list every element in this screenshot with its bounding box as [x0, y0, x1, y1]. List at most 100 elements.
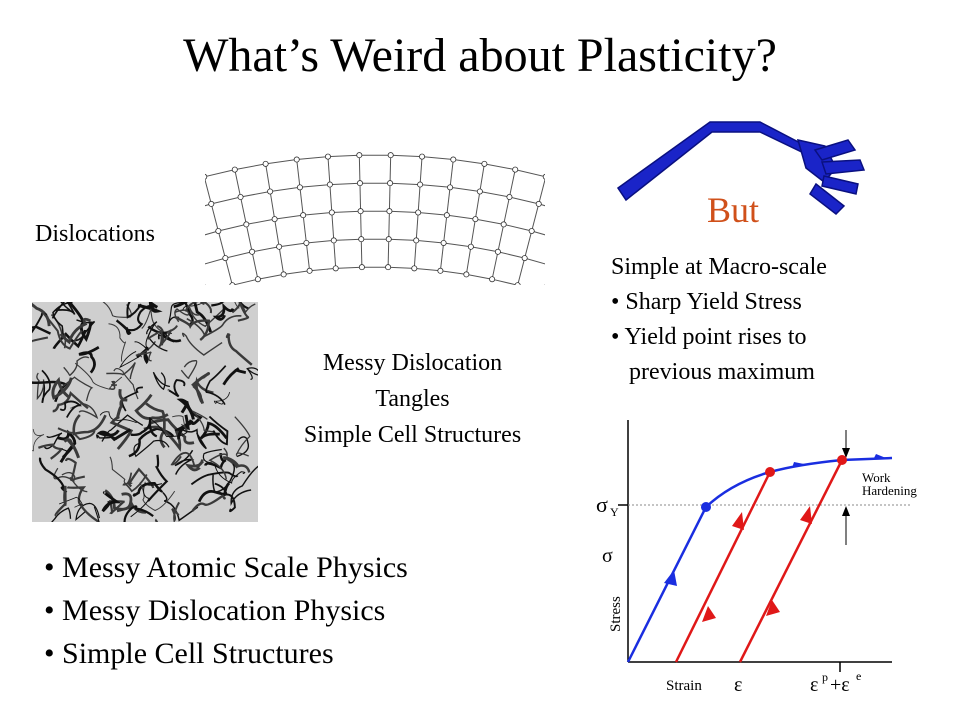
- lattice-atom: [358, 236, 365, 243]
- dislocation-line: [225, 332, 253, 366]
- dislocation-line: [122, 472, 148, 493]
- dislocation-line: [32, 429, 45, 452]
- dislocation-line: [182, 302, 205, 311]
- dislocation-line: [32, 325, 52, 335]
- unload-arrow-up-2: [800, 506, 812, 524]
- lattice-atom: [521, 255, 528, 262]
- lattice-atom: [296, 184, 303, 191]
- dislocation-line: [41, 369, 51, 403]
- tangles-line-3: Simple Cell Structures: [303, 422, 522, 448]
- dislocation-line: [109, 380, 117, 390]
- dislocation-line: [184, 459, 204, 472]
- lattice-atom: [326, 181, 333, 188]
- lattice-atom: [387, 152, 394, 159]
- dislocation-line: [113, 367, 139, 400]
- bent-fork-icon: [616, 121, 866, 215]
- dislocation-line: [102, 302, 132, 318]
- lattice-atom: [237, 194, 244, 201]
- dislocation-line: [246, 367, 258, 380]
- lattice-atom: [512, 166, 519, 173]
- dislocation-line: [222, 456, 251, 473]
- lattice-atom: [419, 153, 426, 160]
- dislocation-line: [148, 417, 189, 438]
- macro-scale-block: Simple at Macro-scale Sharp Yield Stress…: [611, 250, 827, 390]
- dislocation-tangle-micrograph: [32, 302, 258, 522]
- stress-strain-diagram: σ Y σ Stress Strain ε ε p +ε e Work Hard…: [596, 420, 917, 696]
- dislocation-line: [213, 392, 230, 405]
- sigma-label: σ: [602, 545, 613, 567]
- lattice-atom: [443, 212, 450, 219]
- tangles-line-2: Tangles: [375, 386, 450, 412]
- dislocation-line: [205, 365, 227, 406]
- dislocation-line: [106, 362, 136, 380]
- unload-arrow-down-1: [702, 606, 716, 622]
- micrograph-texture: [32, 302, 258, 522]
- lattice-row: [205, 210, 545, 236]
- lattice-atom: [417, 181, 424, 188]
- lattice-atom: [271, 216, 278, 223]
- lattice-atom: [463, 271, 470, 278]
- lattice-atom: [249, 248, 256, 255]
- dislocation-line: [238, 302, 256, 314]
- dislocation-line: [191, 494, 226, 512]
- dislocation-line: [133, 439, 170, 458]
- lattice-atom: [385, 264, 392, 271]
- dislocation-line: [181, 302, 194, 327]
- lattice-row: [205, 154, 545, 178]
- fork-shape: [616, 121, 866, 215]
- unload-arrow-down-2: [766, 600, 780, 616]
- lattice-atom: [262, 160, 269, 167]
- sigma-y-label: σ: [596, 492, 608, 517]
- dislocation-line: [40, 310, 83, 350]
- tangles-line-1: Messy Dislocation: [322, 350, 503, 376]
- lattice-atom: [535, 200, 542, 207]
- lattice-atom: [356, 180, 363, 187]
- tangles-caption: Messy Dislocation Tangles Simple Cell St…: [270, 345, 555, 453]
- dislocation-line: [59, 400, 83, 418]
- dislocation-line: [99, 411, 137, 424]
- lattice-atom: [415, 209, 422, 216]
- hardening-label: Hardening: [862, 483, 917, 498]
- dislocation-line: [72, 414, 107, 436]
- dislocation-line: [68, 319, 96, 342]
- epsilon-label: ε: [734, 674, 742, 696]
- dislocation-line: [162, 492, 199, 522]
- dislocation-line: [57, 427, 96, 441]
- dislocation-line: [101, 491, 122, 513]
- dislocations-label: Dislocations: [35, 221, 155, 247]
- bent-lattice-illustration: [205, 152, 545, 285]
- lattice-atom: [231, 166, 238, 173]
- lattice-atom: [542, 173, 545, 180]
- dislocation-line: [147, 325, 182, 343]
- physics-bullets: Messy Atomic Scale Physics Messy Disloca…: [44, 546, 408, 675]
- lattice-atom: [450, 156, 457, 163]
- loading-arrow-1: [664, 570, 677, 586]
- dislocation-line: [116, 500, 146, 514]
- lattice-atom: [276, 243, 283, 250]
- lattice-row: [231, 266, 519, 285]
- dislocation-line: [180, 360, 198, 379]
- dislocation-line: [234, 302, 240, 309]
- macro-bullet-sharp-yield: Sharp Yield Stress: [611, 285, 827, 320]
- lattice-atom: [300, 212, 307, 219]
- dislocation-line: [214, 482, 236, 513]
- loading-arrow-2: [792, 462, 804, 468]
- dislocation-line: [63, 437, 81, 459]
- lattice-atom: [229, 282, 236, 285]
- lattice-atom: [437, 267, 444, 274]
- lattice-atom: [332, 265, 339, 272]
- dislocation-line: [51, 376, 73, 400]
- dislocation-line: [152, 371, 171, 391]
- lattice-atom: [280, 271, 287, 278]
- dislocation-line: [93, 506, 100, 522]
- lattice-atom: [411, 265, 418, 272]
- lattice-atom: [328, 209, 335, 216]
- dislocation-line: [61, 472, 88, 493]
- dislocation-line: [148, 418, 195, 445]
- unload-line-1: [674, 471, 772, 663]
- yield-point-third: [837, 455, 847, 465]
- dislocation-line: [57, 429, 77, 464]
- dislocation-line: [230, 465, 258, 507]
- dislocation-line: [222, 367, 247, 386]
- dislocation-line: [177, 401, 203, 440]
